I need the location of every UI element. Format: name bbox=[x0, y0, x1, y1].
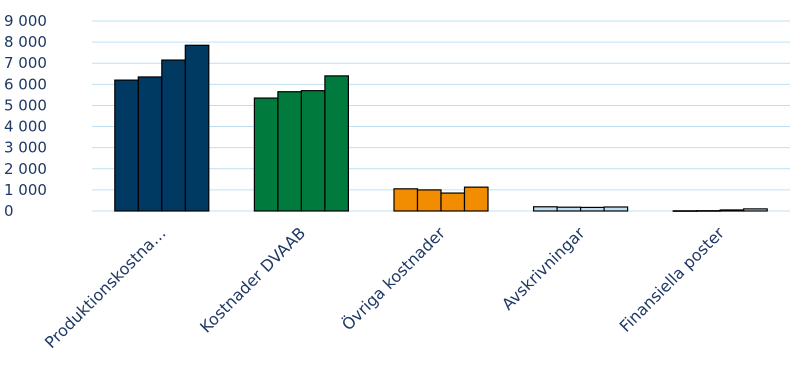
bars bbox=[114, 44, 768, 212]
y-tick-label: 1 000 bbox=[4, 181, 47, 199]
bar bbox=[393, 188, 419, 212]
y-tick-label: 3 000 bbox=[4, 139, 47, 157]
bar bbox=[672, 210, 698, 212]
y-tick-label: 7 000 bbox=[4, 54, 47, 72]
bar bbox=[114, 79, 139, 212]
bar bbox=[743, 208, 768, 212]
bar bbox=[137, 76, 163, 212]
bar bbox=[532, 206, 558, 212]
y-tick-label: 4 000 bbox=[4, 118, 47, 136]
y-axis: 0 1 000 2 000 3 000 4 000 5 000 6 000 7 000 8 00… bbox=[4, 12, 47, 220]
bar bbox=[603, 206, 629, 212]
bar bbox=[184, 44, 210, 212]
bar bbox=[277, 91, 302, 212]
bar bbox=[253, 97, 279, 212]
category-label: Finansiella poster bbox=[616, 223, 729, 336]
category-label: Produktionskostna… bbox=[41, 223, 170, 352]
bar bbox=[324, 75, 349, 212]
x-axis: Produktionskostna… Kostnader DVAAB Övriga … bbox=[41, 223, 728, 352]
y-tick-label: 0 bbox=[4, 202, 14, 220]
y-tick-label: 2 000 bbox=[4, 160, 47, 178]
bar bbox=[579, 206, 605, 212]
y-tick-label: 9 000 bbox=[4, 12, 47, 30]
category-label: Avskrivningar bbox=[498, 223, 589, 314]
category-label: Övriga kostnader bbox=[338, 223, 449, 334]
y-tick-label: 5 000 bbox=[4, 96, 47, 114]
y-tick-label: 6 000 bbox=[4, 75, 47, 93]
category-label: Kostnader DVAAB bbox=[196, 223, 309, 336]
bar bbox=[696, 210, 721, 212]
bar bbox=[719, 209, 745, 212]
bar bbox=[463, 186, 489, 212]
bar bbox=[440, 192, 466, 212]
y-tick-label: 8 000 bbox=[4, 33, 47, 51]
bar bbox=[416, 189, 442, 212]
bar bbox=[161, 59, 186, 212]
bar bbox=[556, 206, 582, 212]
bar bbox=[300, 90, 326, 212]
